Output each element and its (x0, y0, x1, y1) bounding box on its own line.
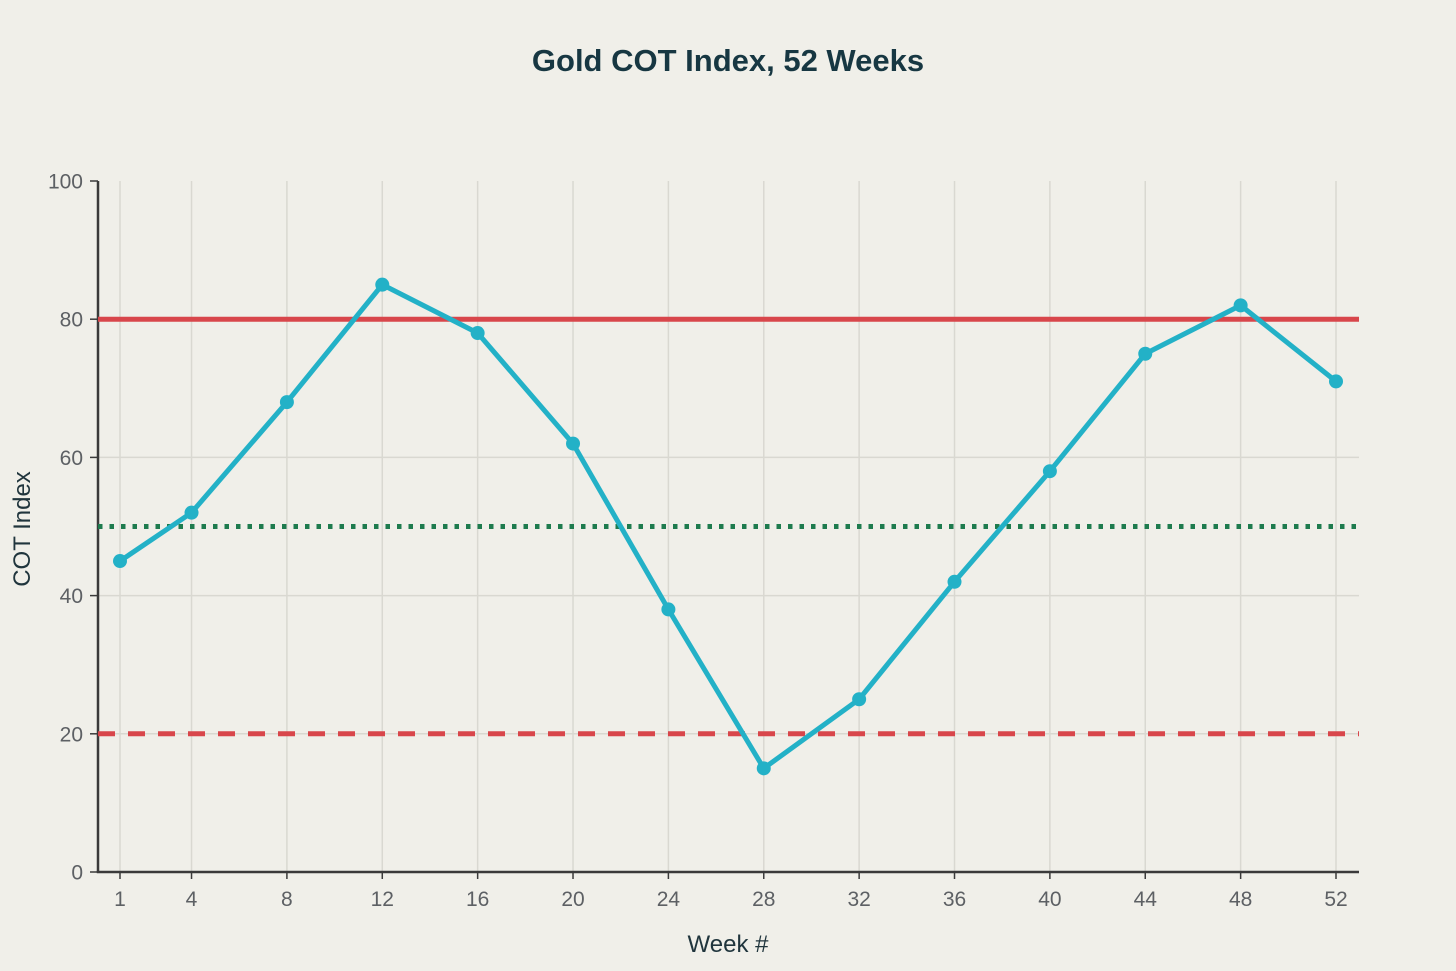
y-tick-label-20: 20 (60, 723, 83, 746)
x-tick-label-48: 48 (1229, 888, 1252, 911)
y-tick-label-40: 40 (60, 585, 83, 608)
x-tick-label-8: 8 (281, 888, 293, 911)
data-point-week-44 (1138, 346, 1153, 361)
y-tick-label-0: 0 (71, 862, 83, 885)
x-tick-label-40: 40 (1038, 888, 1061, 911)
data-point-week-28 (756, 761, 771, 776)
x-tick-label-32: 32 (847, 888, 870, 911)
data-series (113, 277, 1343, 776)
x-tick-label-1: 1 (114, 888, 126, 911)
data-point-week-24 (661, 602, 676, 617)
x-tick-label-4: 4 (186, 888, 198, 911)
data-point-week-40 (1042, 464, 1057, 479)
y-tick-label-80: 80 (60, 309, 83, 332)
data-point-week-12 (375, 277, 390, 292)
x-tick-label-24: 24 (657, 888, 681, 911)
reference-lines (98, 316, 1359, 737)
data-point-week-1 (113, 554, 127, 569)
x-tick-label-52: 52 (1324, 888, 1347, 911)
data-point-week-20 (566, 436, 581, 451)
x-tick-label-20: 20 (561, 888, 584, 911)
data-point-week-36 (947, 574, 962, 589)
data-point-week-8 (279, 395, 294, 410)
chart-title: Gold COT Index, 52 Weeks (532, 43, 924, 78)
x-tick-label-44: 44 (1134, 888, 1158, 911)
series-line (117, 282, 1339, 771)
x-tick-label-12: 12 (371, 888, 394, 911)
y-axis-label: COT Index (9, 471, 36, 587)
x-tick-label-28: 28 (752, 888, 775, 911)
data-point-week-48 (1233, 298, 1248, 313)
x-tick-label-36: 36 (943, 888, 966, 911)
x-tick-label-16: 16 (466, 888, 489, 911)
data-point-week-52 (1329, 374, 1343, 389)
data-point-week-16 (470, 326, 485, 341)
data-point-week-32 (852, 692, 867, 707)
data-point-week-4 (184, 505, 199, 520)
x-axis-label: Week # (688, 931, 770, 958)
y-tick-label-100: 100 (48, 171, 83, 194)
y-tick-label-60: 60 (60, 447, 83, 470)
